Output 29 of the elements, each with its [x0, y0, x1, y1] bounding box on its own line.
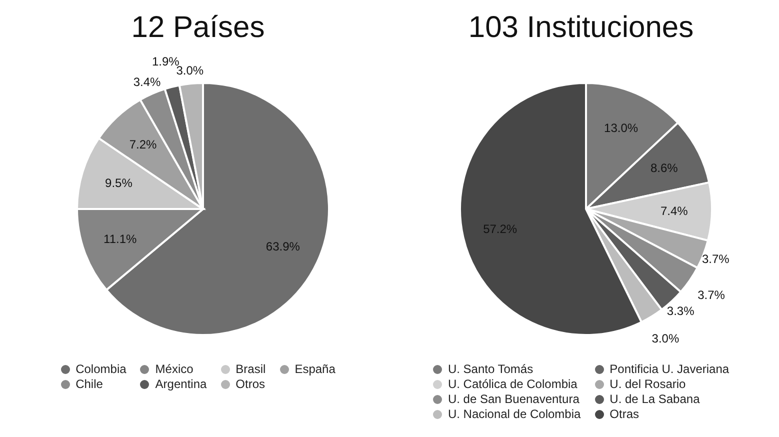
data-label: 63.9%	[266, 239, 300, 254]
data-label: 3.4%	[133, 74, 161, 89]
legend-label: Otros	[236, 377, 266, 391]
legend-label: U. de La Sabana	[610, 392, 700, 406]
legend-label: U. Santo Tomás	[448, 362, 534, 376]
data-label: 7.4%	[660, 204, 688, 218]
legend-label: Pontificia U. Javeriana	[610, 362, 730, 376]
chart-title: 12 Países	[131, 10, 265, 46]
data-label: 7.2%	[129, 137, 158, 152]
legend-label: Colombia	[76, 362, 126, 376]
legend-label: México	[155, 362, 194, 376]
legend-label: Argentina	[155, 377, 207, 391]
legend-label: Brasil	[236, 362, 266, 376]
legend-label: U. de San Buenaventura	[448, 392, 580, 406]
legend-label: Chile	[76, 377, 103, 391]
data-label: 13.0%	[604, 121, 638, 136]
data-label: 9.5%	[105, 176, 133, 190]
data-label: 3.0%	[652, 332, 680, 346]
data-label: 8.6%	[650, 161, 678, 176]
chart-title: 103 Instituciones	[468, 10, 694, 46]
data-label: 3.3%	[666, 304, 695, 318]
legend-label: U. Nacional de Colombia	[448, 407, 581, 421]
data-label: 3.7%	[702, 252, 730, 266]
data-label: 11.1%	[104, 232, 138, 246]
legend-label: España	[294, 362, 336, 376]
legend-label: U. del Rosario	[610, 377, 686, 391]
legend-label: U. Católica de Colombia	[448, 377, 578, 391]
legend-label: Otras	[610, 407, 640, 421]
data-label: 3.7%	[698, 288, 726, 302]
